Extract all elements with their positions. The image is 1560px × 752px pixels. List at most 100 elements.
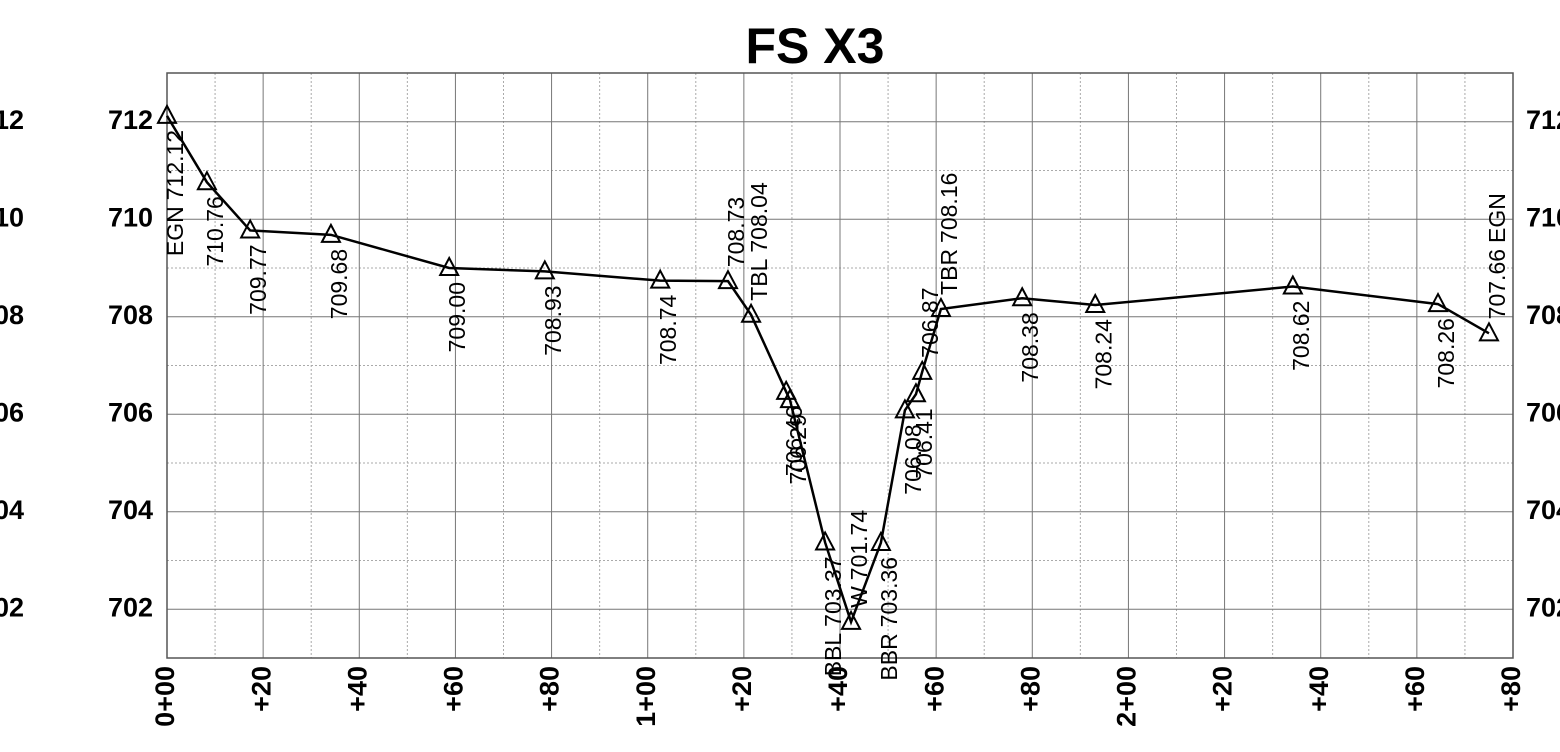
x-tick-label: 2+00 bbox=[1112, 666, 1142, 727]
point-marker bbox=[870, 530, 892, 551]
point-label: 706.41 bbox=[911, 408, 937, 478]
point-label: 708.26 bbox=[1433, 318, 1459, 388]
point-marker bbox=[911, 359, 933, 380]
point-label: 710.76 bbox=[202, 196, 228, 266]
x-tick-label: +60 bbox=[919, 666, 949, 712]
point-marker bbox=[905, 382, 927, 403]
point-label-part: 708.93 bbox=[540, 285, 566, 355]
point-label-part: 708.04 bbox=[746, 182, 772, 253]
y-tick-label-left-edge: 704 bbox=[0, 495, 24, 525]
point-marker bbox=[649, 268, 671, 289]
point-label-part: 708.38 bbox=[1017, 312, 1043, 382]
point-label-part: 703.36 bbox=[876, 557, 902, 627]
point-label-part: W bbox=[846, 586, 872, 608]
point-label-part: TBL bbox=[746, 258, 772, 300]
point-marker bbox=[814, 530, 836, 551]
point-marker bbox=[1478, 321, 1500, 342]
x-tick-label: +60 bbox=[439, 666, 469, 712]
point-marker bbox=[196, 170, 218, 191]
point-label-part: 709.77 bbox=[245, 244, 271, 314]
point-marker bbox=[1011, 286, 1033, 307]
y-tick-label: 712 bbox=[108, 105, 153, 135]
x-tick-label: +80 bbox=[535, 666, 565, 712]
point-label: EGN 712.12 bbox=[162, 130, 188, 256]
chart-title: FS X3 bbox=[746, 18, 885, 74]
y-tick-label-left-edge: 706 bbox=[0, 397, 24, 427]
point-label-part: 706.29 bbox=[785, 414, 811, 484]
point-label: 707.66 EGN bbox=[1484, 193, 1510, 319]
point-label: BBR 703.36 bbox=[876, 557, 902, 681]
point-label: 708.93 bbox=[540, 285, 566, 355]
point-label-part: 708.16 bbox=[936, 173, 962, 243]
point-label-part: 706.87 bbox=[917, 287, 943, 357]
point-label-part: 708.62 bbox=[1288, 301, 1314, 371]
y-tick-label: 704 bbox=[108, 495, 153, 525]
x-tick-label: +20 bbox=[727, 666, 757, 712]
point-label-part: 706.41 bbox=[911, 408, 937, 478]
y-tick-label-left-edge: 710 bbox=[0, 202, 24, 232]
x-tick-label: +80 bbox=[1015, 666, 1045, 712]
point-label: 708.74 bbox=[655, 294, 681, 365]
point-label-part: TBR bbox=[936, 249, 962, 295]
x-tick-label: +80 bbox=[1496, 666, 1526, 712]
point-marker bbox=[740, 302, 762, 323]
point-label: 706.29 bbox=[785, 414, 811, 484]
y-tick-label-left-edge: 702 bbox=[0, 592, 24, 622]
point-label-part: 701.74 bbox=[846, 510, 872, 581]
point-label-part: 708.26 bbox=[1433, 318, 1459, 388]
y-tick-label: 706 bbox=[108, 397, 153, 427]
point-label: 708.24 bbox=[1090, 319, 1116, 390]
point-label: 709.77 bbox=[245, 244, 271, 314]
point-marker bbox=[534, 259, 556, 280]
point-label-part: 708.73 bbox=[723, 197, 749, 267]
x-tick-label: 0+00 bbox=[150, 666, 180, 727]
x-tick-label: 1+00 bbox=[631, 666, 661, 727]
point-marker bbox=[779, 387, 801, 409]
y-tick-label-right-edge: 708 bbox=[1526, 300, 1560, 330]
point-label-part: 712.12 bbox=[162, 130, 188, 200]
point-label: 708.38 bbox=[1017, 312, 1043, 382]
point-label: 709.00 bbox=[444, 282, 470, 352]
point-marker bbox=[1084, 292, 1106, 314]
point-marker bbox=[320, 222, 342, 243]
point-label: 706.08 bbox=[900, 424, 926, 494]
point-label-part: EGN bbox=[1484, 193, 1510, 243]
point-label-part: 710.76 bbox=[202, 196, 228, 266]
point-label-part: BBR bbox=[876, 633, 902, 680]
point-label-part: 706.46 bbox=[781, 406, 807, 476]
x-tick-label: +40 bbox=[823, 666, 853, 712]
point-label-part: BBL bbox=[820, 633, 846, 677]
x-tick-label: +40 bbox=[1304, 666, 1334, 712]
x-tick-label: +60 bbox=[1400, 666, 1430, 712]
point-marker bbox=[1427, 291, 1449, 313]
point-marker bbox=[156, 103, 178, 124]
point-label-part: EGN bbox=[162, 206, 188, 256]
profile-line bbox=[165, 115, 1490, 626]
x-tick-label: +20 bbox=[1208, 666, 1238, 712]
point-marker bbox=[1282, 274, 1304, 295]
point-marker bbox=[930, 296, 952, 317]
point-label: BBL 703.37 bbox=[820, 556, 846, 676]
point-label: W 701.74 bbox=[846, 510, 872, 608]
x-tick-label: +20 bbox=[246, 666, 276, 712]
point-label: 706.46 bbox=[781, 406, 807, 476]
point-label-part: 706.08 bbox=[900, 424, 926, 494]
point-label: 708.73 bbox=[723, 197, 749, 267]
y-tick-label-right-edge: 710 bbox=[1526, 202, 1560, 232]
plot-frame bbox=[166, 72, 1514, 659]
point-label: 708.62 bbox=[1288, 301, 1314, 371]
point-marker bbox=[840, 609, 862, 630]
y-tick-label-left-edge: 712 bbox=[0, 105, 24, 135]
point-label-part: 709.00 bbox=[444, 282, 470, 352]
y-tick-label: 702 bbox=[108, 592, 153, 622]
point-label-part: 708.24 bbox=[1090, 319, 1116, 390]
point-label: TBR 708.16 bbox=[936, 173, 962, 295]
y-tick-label-right-edge: 706 bbox=[1526, 397, 1560, 427]
y-tick-label-right-edge: 704 bbox=[1526, 495, 1560, 525]
point-label-part: 708.74 bbox=[655, 294, 681, 365]
y-tick-label: 708 bbox=[108, 300, 153, 330]
y-tick-label-left-edge: 708 bbox=[0, 300, 24, 330]
y-tick-label-right-edge: 712 bbox=[1526, 105, 1560, 135]
